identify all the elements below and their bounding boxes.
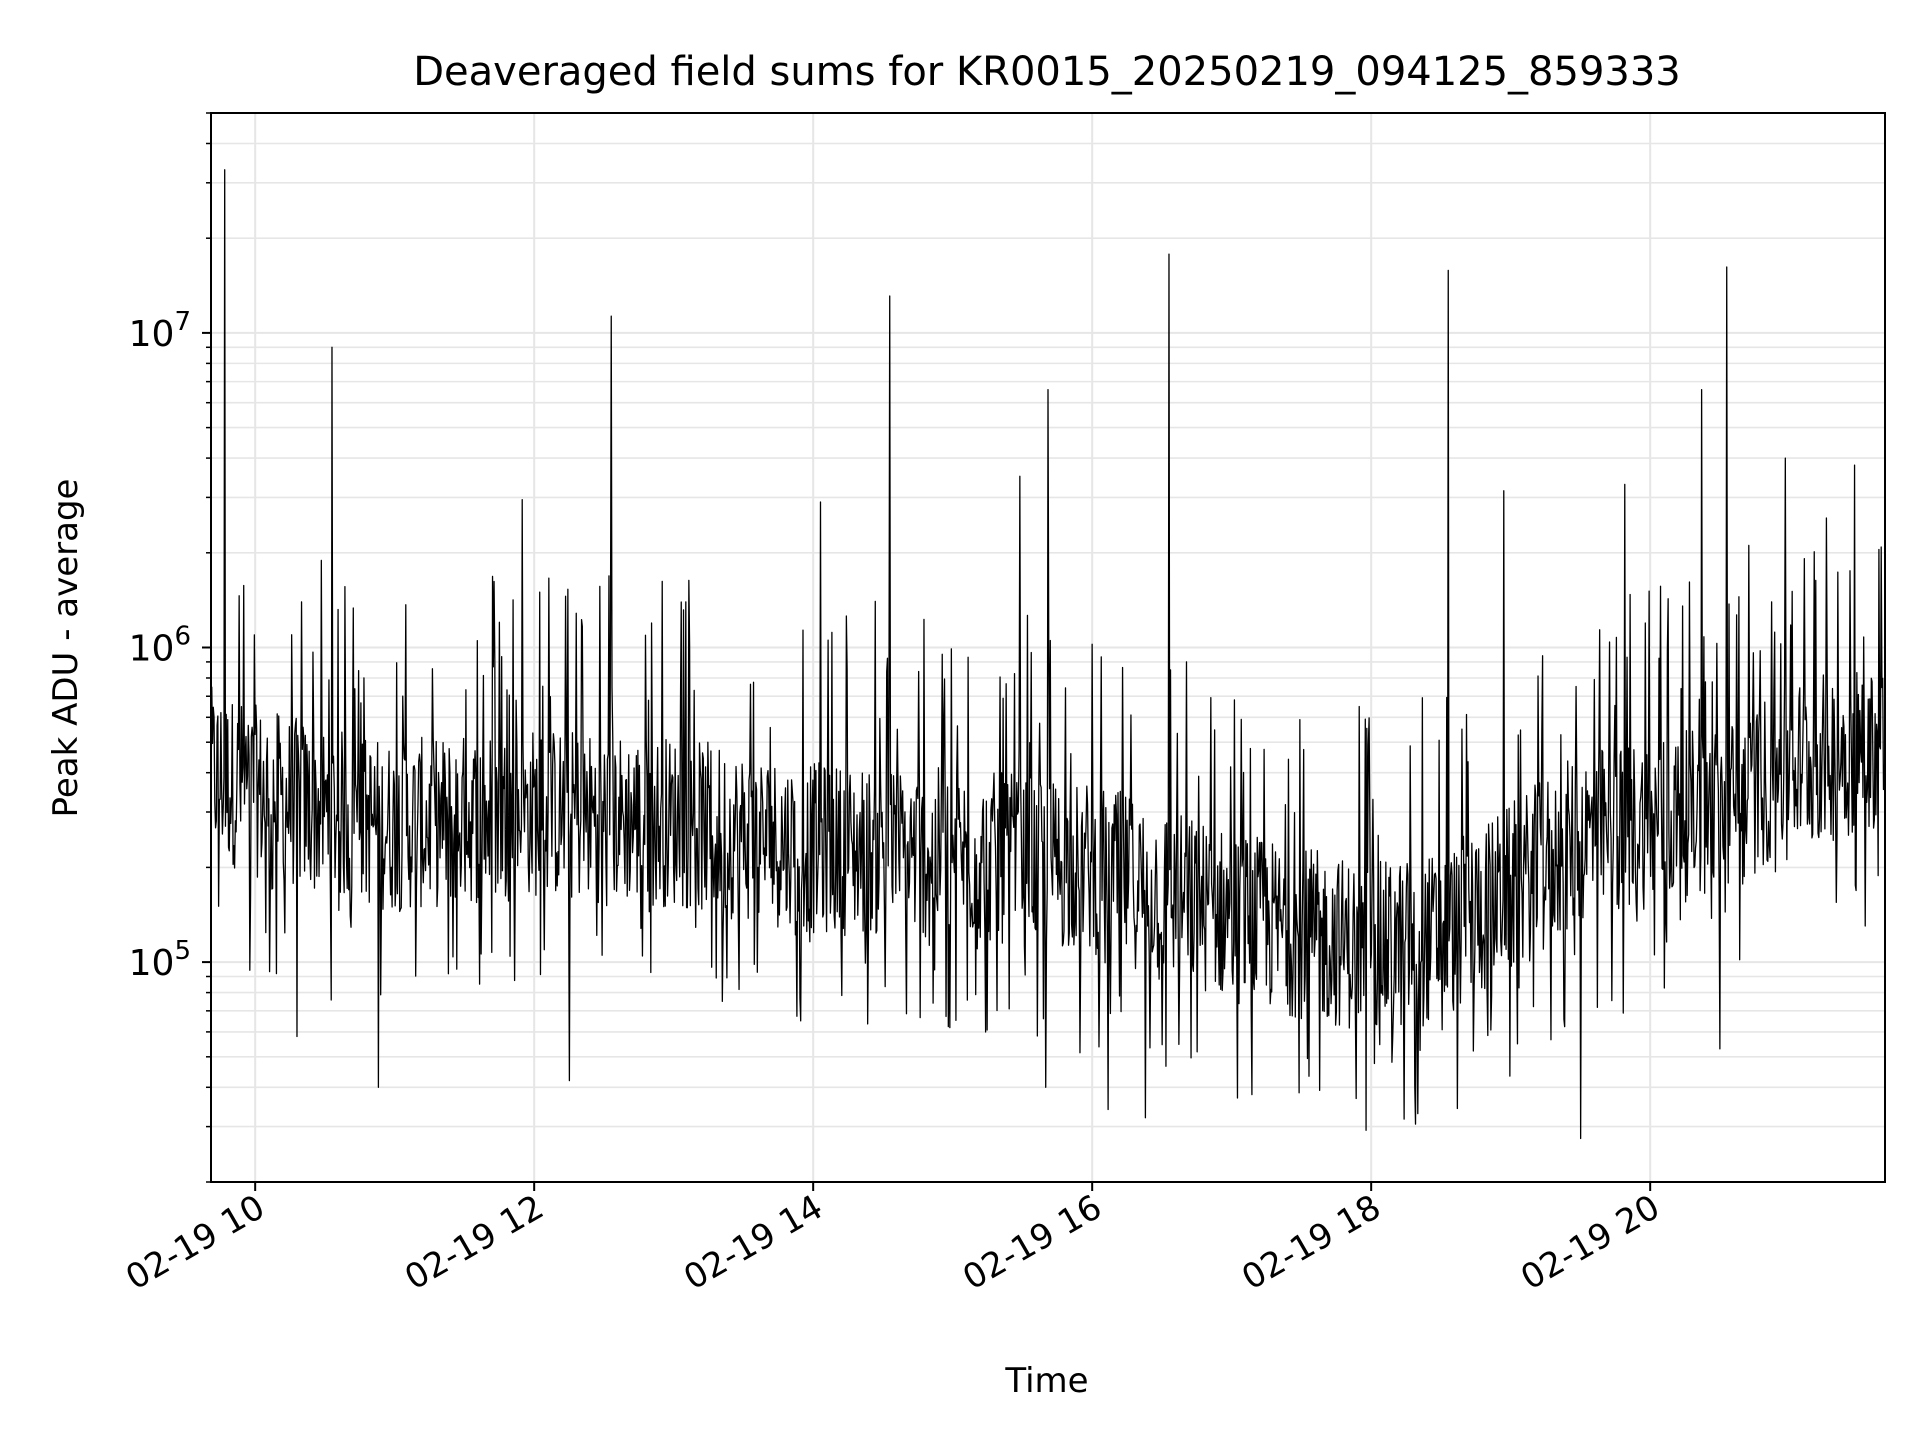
y-tick-label: 105 <box>129 936 191 984</box>
series-line <box>210 169 1886 1140</box>
y-tick-label: 107 <box>129 307 191 355</box>
x-axis-label: Time <box>1004 1361 1088 1401</box>
chart-title: Deaveraged field sums for KR0015_2025021… <box>413 49 1681 95</box>
y-axis-ticks: 105 106 107 <box>129 112 211 1183</box>
y-tick-label: 106 <box>129 622 191 670</box>
series-path <box>210 169 1886 1140</box>
y-axis-label: Peak ADU - average <box>46 479 86 818</box>
